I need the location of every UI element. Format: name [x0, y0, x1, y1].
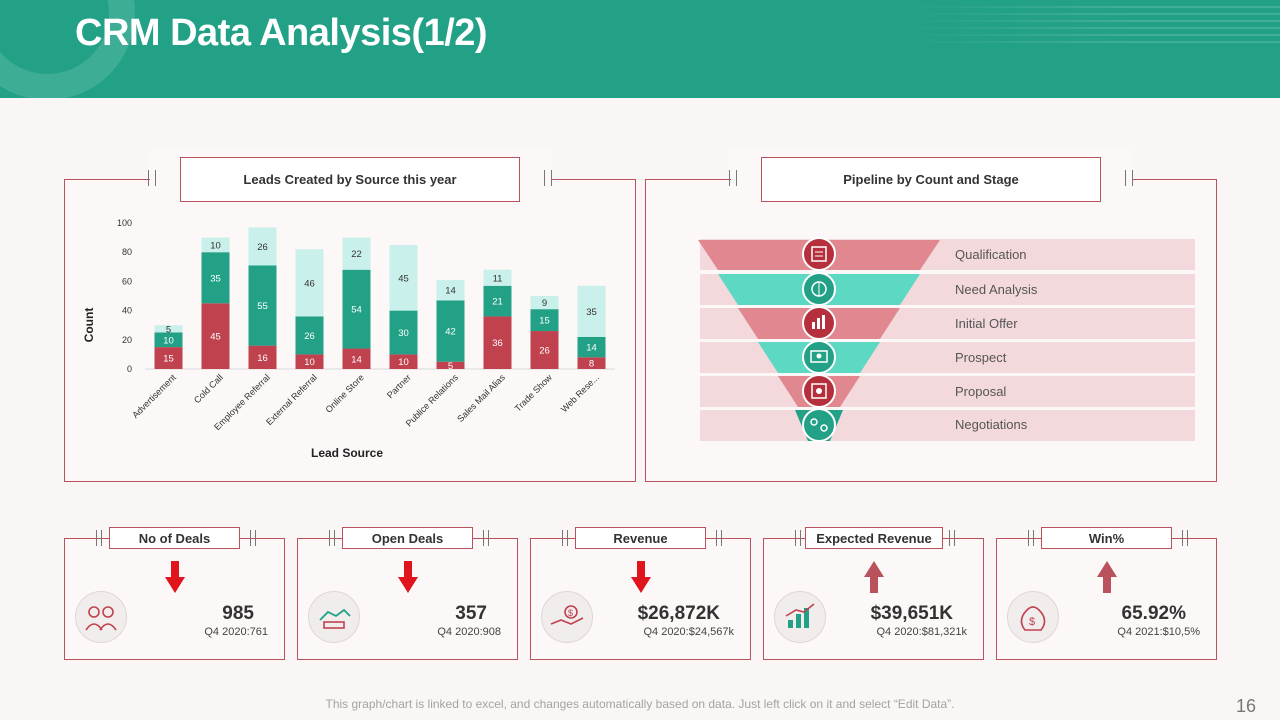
people-icon: [75, 591, 127, 643]
kpi-card-win-percent: $ 65.92% Q4 2021:$10,5%: [996, 538, 1217, 660]
kpi-card-open-deals: 357 Q4 2020:908: [297, 538, 518, 660]
pipeline-caption: Pipeline by Count and Stage: [761, 157, 1101, 202]
arrow-down-icon: [398, 561, 418, 593]
kpi-comparison: Q4 2020:761: [204, 626, 268, 638]
handshake-icon: [308, 591, 360, 643]
money-hand-icon: $: [541, 591, 593, 643]
footer-note: This graph/chart is linked to excel, and…: [325, 697, 955, 711]
kpi-card-expected-revenue: $39,651K Q4 2020:$81,321k: [763, 538, 984, 660]
kpi-value: $26,872K: [637, 603, 720, 624]
kpi-comparison: Q4 2020:$81,321k: [876, 626, 967, 638]
arrow-up-icon: [864, 561, 884, 593]
arrow-up-icon: [1097, 561, 1117, 593]
arrow-down-icon: [165, 561, 185, 593]
funnel-row-negotiations: [700, 410, 1195, 441]
kpi-value: 357: [455, 603, 487, 624]
kpi-caption-expected-revenue: Expected Revenue: [805, 527, 943, 549]
growth-chart-icon: [774, 591, 826, 643]
stage-label-need-analysis: Need Analysis: [955, 282, 1038, 297]
funnel-row-prospect: [700, 342, 1195, 373]
kpi-caption-win-percent: Win%: [1041, 527, 1172, 549]
kpi-value: 985: [222, 603, 254, 624]
leads-chart-panel: [64, 179, 636, 482]
leads-chart-caption: Leads Created by Source this year: [180, 157, 520, 202]
kpi-comparison: Q4 2021:$10,5%: [1117, 626, 1200, 638]
svg-text:$: $: [1029, 616, 1035, 628]
kpi-card-no-of-deals: 985 Q4 2020:761: [64, 538, 285, 660]
kpi-caption-revenue: Revenue: [575, 527, 706, 549]
stage-label-prospect: Prospect: [955, 350, 1007, 365]
funnel-row-qualification: [700, 239, 1195, 270]
stage-label-initial-offer: Initial Offer: [955, 316, 1018, 331]
kpi-value: $39,651K: [870, 603, 953, 624]
stage-label-proposal: Proposal: [955, 384, 1007, 399]
page-title: CRM Data Analysis(1/2): [75, 12, 488, 54]
funnel-row-proposal: [700, 376, 1195, 407]
arrow-down-icon: [631, 561, 651, 593]
decorative-stripes: [900, 6, 1280, 46]
header-bar: CRM Data Analysis(1/2): [0, 0, 1280, 98]
kpi-comparison: Q4 2020:908: [437, 626, 501, 638]
kpi-value: 65.92%: [1121, 603, 1186, 624]
page-number: 16: [1235, 696, 1256, 716]
kpi-caption-no-of-deals: No of Deals: [109, 527, 240, 549]
svg-text:$: $: [568, 608, 573, 618]
kpi-comparison: Q4 2020:$24,567k: [643, 626, 734, 638]
funnel-row-need-analysis: [700, 274, 1195, 305]
stage-label-negotiations: Negotiations: [955, 417, 1028, 432]
stage-label-qualification: Qualification: [955, 247, 1027, 262]
funnel-row-initial-offer: [700, 308, 1195, 339]
money-bag-icon: $: [1007, 591, 1059, 643]
kpi-caption-open-deals: Open Deals: [342, 527, 473, 549]
kpi-card-revenue: $ $26,872K Q4 2020:$24,567k: [530, 538, 751, 660]
